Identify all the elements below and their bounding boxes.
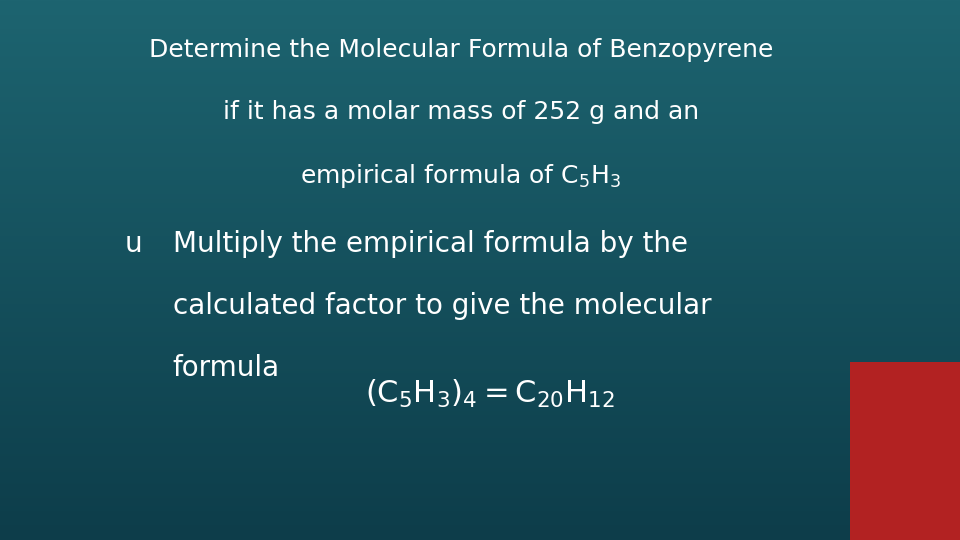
Text: Determine the Molecular Formula of Benzopyrene: Determine the Molecular Formula of Benzo… xyxy=(149,38,773,62)
Text: formula: formula xyxy=(173,354,280,382)
Text: u: u xyxy=(125,230,142,258)
Text: Multiply the empirical formula by the: Multiply the empirical formula by the xyxy=(173,230,687,258)
Bar xyxy=(850,362,960,540)
Text: empirical formula of $\mathregular{C_5H_3}$: empirical formula of $\mathregular{C_5H_… xyxy=(300,162,621,190)
Text: if it has a molar mass of 252 g and an: if it has a molar mass of 252 g and an xyxy=(223,100,699,124)
Text: calculated factor to give the molecular: calculated factor to give the molecular xyxy=(173,292,711,320)
Text: $\mathregular{(C_5H_3)_4 = C_{20}H_{12}}$: $\mathregular{(C_5H_3)_4 = C_{20}H_{12}}… xyxy=(365,378,614,410)
